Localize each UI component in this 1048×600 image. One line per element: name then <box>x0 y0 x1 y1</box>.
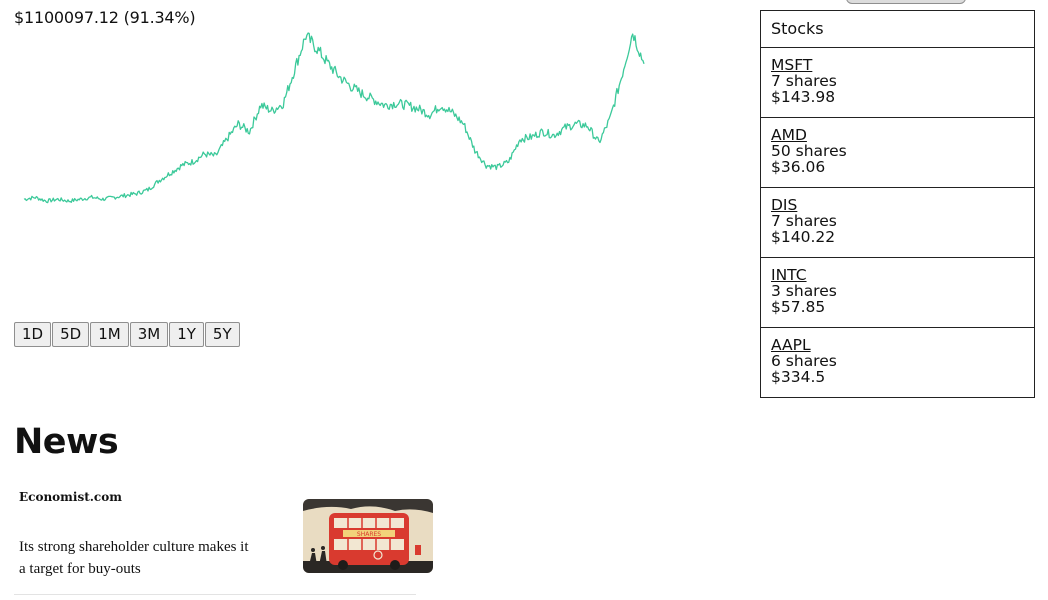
news-heading: News <box>14 422 119 462</box>
range-button-5y[interactable]: 5Y <box>204 322 240 347</box>
news-thumbnail-image[interactable]: SHARES <box>303 499 433 573</box>
stock-card-msft[interactable]: MSFT 7 shares $143.98 <box>760 48 1035 118</box>
stock-price: $334.5 <box>771 368 826 386</box>
stocks-header: Stocks <box>760 10 1035 48</box>
range-button-3m[interactable]: 3M <box>129 322 169 347</box>
news-headline[interactable]: Its strong shareholder culture makes it … <box>19 539 249 577</box>
stock-shares: 6 shares <box>771 352 837 370</box>
stock-card-aapl[interactable]: AAPL 6 shares $334.5 <box>760 328 1035 398</box>
portfolio-value: $1100097.12 (91.34%) <box>14 8 196 27</box>
portfolio-line-chart <box>23 32 645 204</box>
top-scroll-pill[interactable] <box>846 0 966 4</box>
range-button-1d[interactable]: 1D <box>14 322 52 347</box>
stock-ticker-link[interactable]: INTC <box>771 266 807 284</box>
time-range-selector: 1D 5D 1M 3M 1Y 5Y <box>14 322 241 347</box>
portfolio-series-line <box>23 32 645 204</box>
stock-price: $140.22 <box>771 228 836 246</box>
stock-card-dis[interactable]: DIS 7 shares $140.22 <box>760 188 1035 258</box>
stock-price: $143.98 <box>771 88 836 106</box>
stock-ticker-link[interactable]: MSFT <box>771 56 813 74</box>
stocks-panel: Stocks MSFT 7 shares $143.98 AMD 50 shar… <box>760 10 1035 398</box>
stock-card-amd[interactable]: AMD 50 shares $36.06 <box>760 118 1035 188</box>
stock-card-intc[interactable]: INTC 3 shares $57.85 <box>760 258 1035 328</box>
stock-shares: 50 shares <box>771 142 847 160</box>
range-button-5d[interactable]: 5D <box>52 322 90 347</box>
stock-price: $36.06 <box>771 158 826 176</box>
range-button-1m[interactable]: 1M <box>90 322 129 347</box>
stock-shares: 7 shares <box>771 72 837 90</box>
stock-shares: 3 shares <box>771 282 837 300</box>
stock-ticker-link[interactable]: AMD <box>771 126 807 144</box>
stock-price: $57.85 <box>771 298 826 316</box>
stock-ticker-link[interactable]: AAPL <box>771 336 811 354</box>
bus-banner-text: SHARES <box>357 531 381 538</box>
stock-ticker-link[interactable]: DIS <box>771 196 798 214</box>
news-item[interactable]: Economist.com Its strong shareholder cul… <box>14 484 433 595</box>
red-double-decker-bus-illustration: SHARES <box>303 499 433 573</box>
stock-shares: 7 shares <box>771 212 837 230</box>
news-source: Economist.com <box>19 490 122 504</box>
range-button-1y[interactable]: 1Y <box>169 322 204 347</box>
